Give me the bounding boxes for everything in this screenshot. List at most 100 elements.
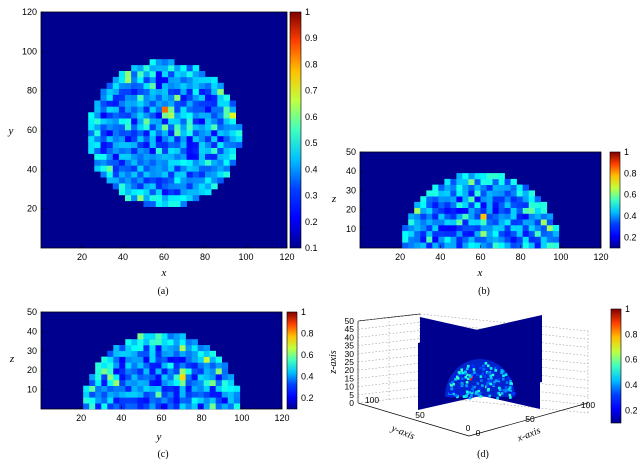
heatmap-cell — [486, 230, 493, 237]
heatmap-cell — [101, 374, 108, 381]
heatmap-cell — [168, 141, 175, 148]
heatmap-cell — [217, 147, 224, 154]
y-tick-label: 40 — [346, 166, 356, 176]
heatmap-cell — [131, 100, 138, 107]
heatmap-cell — [223, 147, 230, 154]
heatmap-cell — [438, 190, 445, 197]
panel-a-ylabel: y — [8, 125, 14, 137]
heatmap-cell — [510, 201, 517, 208]
heatmap-cell — [197, 385, 204, 392]
y-tick-label: 80 — [27, 86, 37, 96]
heatmap-cell — [192, 130, 200, 137]
heatmap-cell — [470, 365, 473, 368]
heatmap-cell — [95, 391, 102, 398]
heatmap-cell — [137, 350, 144, 357]
heatmap-cell — [107, 350, 114, 357]
heatmap-cell — [149, 391, 156, 398]
heatmap-cell — [489, 380, 493, 383]
heatmap-cell — [420, 225, 427, 232]
heatmap-cell — [107, 356, 114, 363]
heatmap-cell — [420, 242, 427, 249]
panel-a-colorbar — [289, 11, 302, 249]
heatmap-cell — [161, 82, 169, 89]
heatmap-cell — [118, 177, 126, 184]
heatmap-cell — [179, 333, 186, 340]
heatmap-cell — [95, 385, 102, 392]
heatmap-cell — [174, 165, 181, 172]
heatmap-cell — [106, 82, 114, 89]
heatmap-cell — [458, 386, 461, 389]
heatmap-cell — [438, 207, 445, 214]
heatmap-cell — [137, 106, 144, 113]
heatmap-cell — [552, 242, 560, 249]
heatmap-cell — [504, 230, 511, 237]
heatmap-cell — [149, 165, 157, 172]
heatmap-cell — [432, 184, 439, 191]
heatmap-cell — [546, 225, 554, 232]
heatmap-cell — [480, 219, 487, 226]
heatmap-cell — [125, 350, 132, 357]
heatmap-cell — [168, 71, 175, 78]
heatmap-cell — [100, 88, 107, 95]
heatmap-cell — [420, 213, 427, 220]
heatmap-cell — [174, 183, 181, 190]
heatmap-cell — [106, 141, 114, 148]
heatmap-cell — [125, 345, 132, 352]
heatmap-cell — [112, 135, 120, 143]
heatmap-cell — [180, 124, 187, 131]
heatmap-cell — [408, 230, 415, 237]
heatmap-cell — [167, 391, 174, 398]
heatmap-cell — [453, 374, 457, 378]
heatmap-cell — [522, 190, 529, 197]
heatmap-cell — [211, 159, 218, 166]
heatmap-cell — [137, 183, 144, 190]
heatmap-cell — [113, 350, 120, 357]
heatmap-cell — [540, 236, 548, 243]
heatmap-cell — [149, 124, 157, 131]
heatmap-cell — [180, 100, 187, 107]
heatmap-cell — [477, 393, 480, 396]
heatmap-cell — [149, 59, 157, 66]
heatmap-cell — [452, 392, 455, 396]
heatmap-cell — [459, 380, 463, 384]
heatmap-cell — [179, 374, 186, 381]
heatmap-cell — [180, 183, 187, 190]
heatmap-cell — [198, 159, 206, 166]
colorbar-tick-label: 0.1 — [305, 243, 318, 253]
heatmap-cell — [174, 159, 181, 166]
heatmap-cell — [510, 225, 517, 232]
heatmap-cell — [174, 171, 181, 178]
heatmap-cell — [125, 194, 132, 202]
x-tick-label: 0 — [476, 428, 481, 438]
panel-b-xlabel: x — [477, 267, 483, 279]
heatmap-cell — [209, 397, 216, 404]
heatmap-cell — [476, 373, 479, 377]
heatmap-cell — [498, 207, 505, 214]
heatmap-cell — [227, 397, 235, 404]
heatmap-cell — [112, 82, 120, 89]
heatmap-cell — [444, 178, 451, 185]
heatmap-cell — [112, 130, 120, 137]
heatmap-cell — [211, 112, 218, 119]
heatmap-cell — [203, 356, 210, 363]
heatmap-cell — [161, 76, 169, 84]
heatmap-cell — [498, 178, 505, 185]
heatmap-cell — [112, 165, 120, 172]
z-tick-label: 10 — [345, 382, 355, 392]
heatmap-cell — [522, 207, 529, 214]
heatmap-cell — [470, 394, 473, 397]
heatmap-cell — [137, 362, 144, 369]
panel-c-ticks: 20 40 60 80 100 120 10 20 30 40 50 — [27, 307, 290, 423]
heatmap-cell — [468, 230, 475, 237]
colorbar-tick-label: 0.9 — [305, 33, 318, 43]
heatmap-cell — [480, 213, 487, 220]
heatmap-cell — [473, 391, 476, 395]
heatmap-cell — [180, 82, 187, 89]
heatmap-cell — [480, 230, 487, 237]
heatmap-cell — [468, 236, 475, 243]
heatmap-cell — [106, 100, 114, 107]
heatmap-cell — [426, 207, 433, 214]
x-tick-label: 100 — [238, 252, 253, 262]
heatmap-cell — [112, 159, 120, 166]
